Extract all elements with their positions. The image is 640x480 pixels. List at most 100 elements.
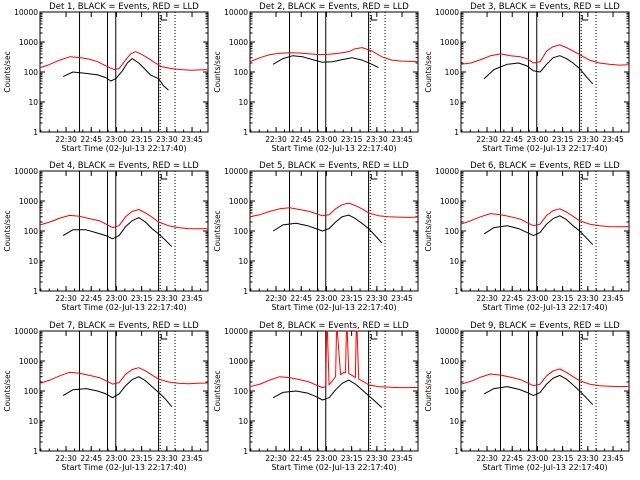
x-tick-label: 23:45 <box>391 135 413 144</box>
x-tick-label: 23:15 <box>341 135 363 144</box>
y-tick-label: 1000 <box>19 357 38 366</box>
lld-series-line <box>39 209 209 230</box>
y-axis-label: Counts/sec <box>213 370 222 411</box>
x-tick-label: 22:45 <box>290 454 312 463</box>
x-tick-label: 22:30 <box>476 294 498 303</box>
plot-frame <box>249 11 419 133</box>
events-series-line <box>272 55 379 69</box>
panel-det-7: Det 7, BLACK = Events, RED = LLD 1 10 100 10… <box>3 321 209 472</box>
plot-frame <box>460 11 630 133</box>
x-tick-label: 23:30 <box>577 454 599 463</box>
y-tick-label: 10 <box>28 417 38 426</box>
lld-series-line <box>39 51 209 71</box>
events-series-line <box>272 214 383 244</box>
y-tick-label: 1 <box>33 447 38 456</box>
panel-title: Det 2, BLACK = Events, RED = LLD <box>259 2 409 12</box>
x-axis-label: Start Time (02-Jul-13 22:17:40) <box>271 144 396 153</box>
y-tick-label: 1 <box>454 447 459 456</box>
y-tick-label: 10 <box>238 98 248 107</box>
x-tick-label: 23:45 <box>181 135 203 144</box>
y-tick-label: 1000 <box>440 357 459 366</box>
x-tick-label: 23:00 <box>316 294 338 303</box>
panel-det-1: Det 1, BLACK = Events, RED = LLD 1 10 100 10… <box>3 2 209 153</box>
x-tick-label: 23:00 <box>316 135 338 144</box>
lld-series-line <box>460 208 630 228</box>
x-tick-label: 23:00 <box>527 454 549 463</box>
bracket-marker <box>581 15 589 21</box>
y-tick-label: 1000 <box>229 197 248 206</box>
x-tick-label: 23:45 <box>391 294 413 303</box>
y-axis-label: Counts/sec <box>3 51 12 92</box>
plot-frame <box>39 330 209 452</box>
y-tick-label: 10 <box>449 257 459 266</box>
y-tick-label: 10000 <box>14 327 38 336</box>
x-tick-label: 23:15 <box>131 135 153 144</box>
y-tick-label: 10 <box>28 98 38 107</box>
x-tick-label: 23:30 <box>156 135 178 144</box>
x-tick-label: 23:00 <box>106 454 128 463</box>
y-tick-label: 100 <box>445 387 460 396</box>
x-tick-label: 23:30 <box>156 294 178 303</box>
y-tick-label: 100 <box>24 68 39 77</box>
y-tick-label: 100 <box>445 227 460 236</box>
x-tick-label: 23:30 <box>366 294 388 303</box>
y-tick-label: 1 <box>454 128 459 137</box>
plot-frame <box>39 11 209 133</box>
y-tick-label: 1 <box>33 128 38 137</box>
y-tick-label: 100 <box>234 387 249 396</box>
x-tick-label: 22:30 <box>476 135 498 144</box>
x-tick-label: 23:45 <box>602 454 624 463</box>
x-tick-label: 23:30 <box>366 454 388 463</box>
plot-frame <box>460 170 630 292</box>
bracket-marker <box>160 334 168 340</box>
bracket-marker <box>581 174 589 180</box>
x-tick-label: 23:45 <box>602 135 624 144</box>
x-tick-label: 23:15 <box>552 454 574 463</box>
x-tick-label: 22:30 <box>265 454 287 463</box>
bracket-marker <box>370 15 378 21</box>
panel-det-4: Det 4, BLACK = Events, RED = LLD 1 10 100 10… <box>3 161 209 312</box>
x-tick-label: 23:45 <box>181 454 203 463</box>
y-tick-label: 10000 <box>224 167 248 176</box>
x-axis-label: Start Time (02-Jul-13 22:17:40) <box>271 463 396 472</box>
lld-series-line <box>249 330 419 389</box>
x-tick-label: 23:00 <box>106 294 128 303</box>
x-axis-label: Start Time (02-Jul-13 22:17:40) <box>61 144 186 153</box>
lld-series-line <box>460 368 630 388</box>
x-tick-label: 23:45 <box>391 454 413 463</box>
plot-frame <box>249 170 419 292</box>
y-tick-label: 10000 <box>14 167 38 176</box>
x-tick-label: 22:30 <box>55 454 77 463</box>
y-tick-label: 1 <box>454 287 459 296</box>
x-tick-label: 23:15 <box>552 135 574 144</box>
events-series-line <box>483 215 594 246</box>
y-tick-label: 1 <box>243 287 248 296</box>
y-tick-label: 10 <box>449 417 459 426</box>
x-tick-label: 22:45 <box>501 454 523 463</box>
x-tick-label: 23:45 <box>602 294 624 303</box>
y-tick-label: 1 <box>243 447 248 456</box>
panel-title: Det 6, BLACK = Events, RED = LLD <box>470 161 620 171</box>
y-tick-label: 100 <box>234 68 249 77</box>
events-series-line <box>272 379 383 408</box>
y-tick-label: 10 <box>449 98 459 107</box>
y-axis-label: Counts/sec <box>213 210 222 251</box>
x-tick-label: 23:45 <box>181 294 203 303</box>
y-tick-label: 10000 <box>435 327 459 336</box>
events-series-line <box>483 55 594 85</box>
x-tick-label: 22:30 <box>476 454 498 463</box>
panel-title: Det 4, BLACK = Events, RED = LLD <box>49 161 199 171</box>
x-tick-label: 23:30 <box>577 294 599 303</box>
y-tick-label: 10000 <box>224 8 248 17</box>
x-tick-label: 23:00 <box>527 294 549 303</box>
x-tick-label: 23:30 <box>577 135 599 144</box>
panel-det-6: Det 6, BLACK = Events, RED = LLD 1 10 100 10… <box>424 161 630 312</box>
x-tick-label: 23:30 <box>366 135 388 144</box>
y-tick-label: 1000 <box>440 197 459 206</box>
panel-title: Det 8, BLACK = Events, RED = LLD <box>259 321 409 331</box>
events-series-line <box>62 58 169 91</box>
y-tick-label: 100 <box>24 387 39 396</box>
panel-title: Det 3, BLACK = Events, RED = LLD <box>470 2 620 12</box>
bracket-marker <box>160 174 168 180</box>
plot-frame <box>39 170 209 292</box>
